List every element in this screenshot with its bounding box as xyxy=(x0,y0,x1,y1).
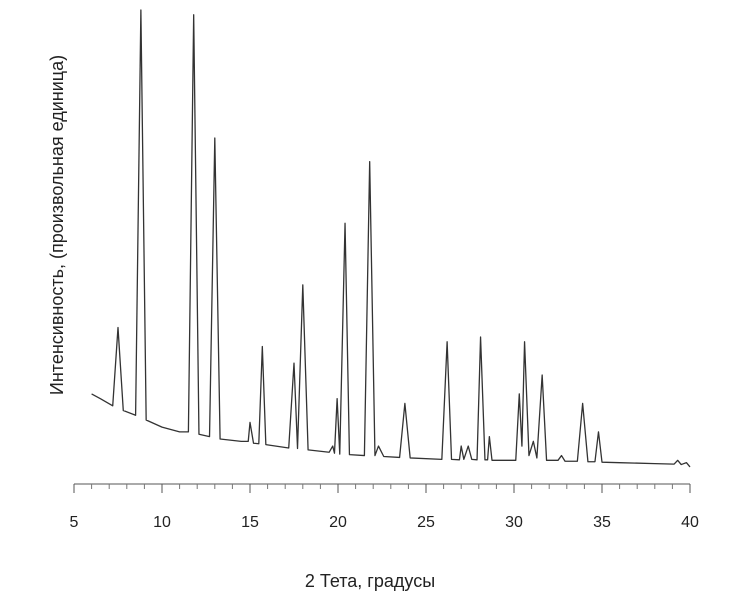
x-tick-label: 10 xyxy=(153,514,171,531)
diffraction-line xyxy=(91,9,691,468)
x-axis-label: 2 Тета, градусы xyxy=(305,571,435,591)
x-tick-label: 30 xyxy=(505,514,523,531)
x-tick-label: 20 xyxy=(329,514,347,531)
x-tick-label: 25 xyxy=(417,514,435,531)
y-axis-label: Интенсивность, (произвольная единица) xyxy=(47,55,67,395)
x-tick-label: 15 xyxy=(241,514,259,531)
x-tick-label: 35 xyxy=(593,514,611,531)
x-tick-label: 5 xyxy=(70,514,79,531)
x-tick-label: 40 xyxy=(681,514,699,531)
